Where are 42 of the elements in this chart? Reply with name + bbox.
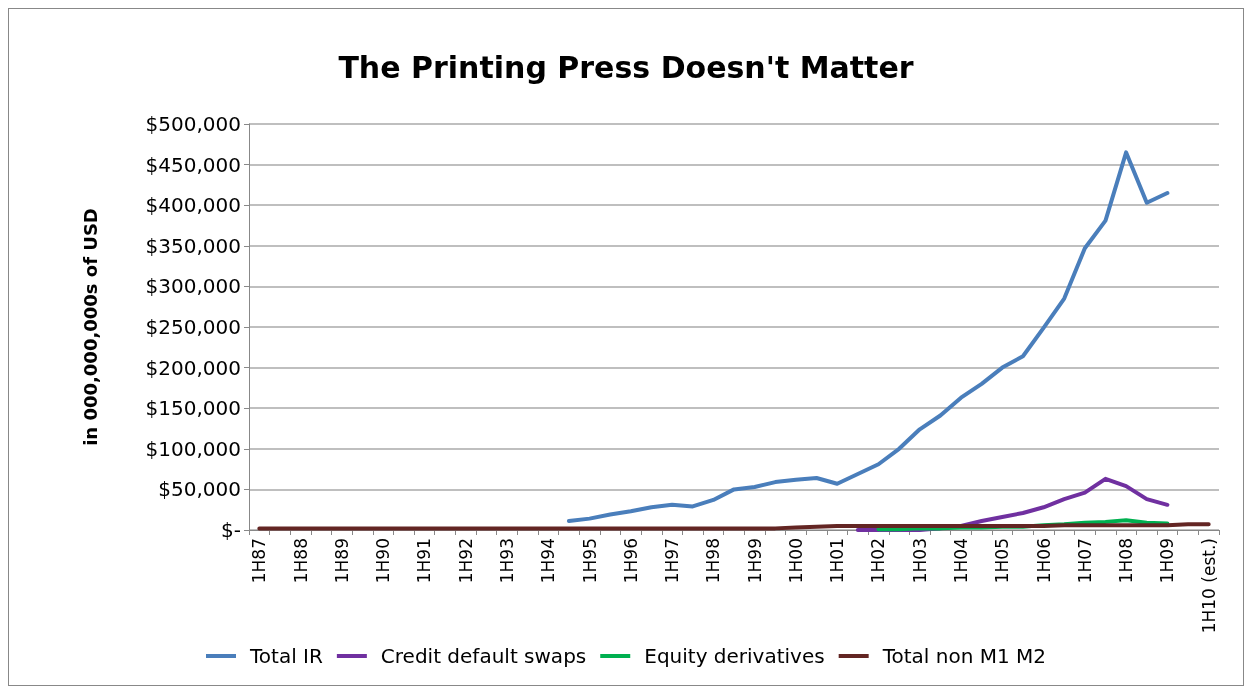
x-tick-label: 1H10 (est.) xyxy=(1198,538,1219,634)
y-tick-label: $- xyxy=(221,518,241,542)
legend-label: Total non M1 M2 xyxy=(881,644,1047,668)
x-tick-label: 1H90 xyxy=(373,538,394,584)
y-tick-label: $450,000 xyxy=(145,152,241,177)
x-tick-label: 1H04 xyxy=(951,538,972,584)
chart-title: The Printing Press Doesn't Matter xyxy=(338,49,914,85)
x-tick-label: 1H03 xyxy=(909,538,930,584)
x-tick-label: 1H91 xyxy=(414,538,435,584)
x-tick-label: 1H97 xyxy=(662,538,683,584)
x-tick-label: 1H06 xyxy=(1033,538,1054,584)
x-tick-label: 1H08 xyxy=(1116,538,1137,584)
y-tick-label: $400,000 xyxy=(145,193,241,218)
x-tick-label: 1H92 xyxy=(455,538,476,584)
y-tick-label: $150,000 xyxy=(145,396,241,421)
x-tick-label: 1H05 xyxy=(992,538,1013,584)
x-tick-label: 1H99 xyxy=(744,538,765,584)
x-tick-label: 1H95 xyxy=(579,538,600,584)
x-tick-label: 1H88 xyxy=(290,538,311,584)
line-series xyxy=(566,150,1170,524)
x-tick-label: 1H09 xyxy=(1157,538,1178,584)
y-tick-label: $200,000 xyxy=(145,355,241,380)
y-tick-label: $350,000 xyxy=(145,233,241,258)
y-axis-title: in 000,000,000s of USD xyxy=(79,208,101,446)
x-tick-label: 1H96 xyxy=(620,538,641,584)
legend-label: Total IR xyxy=(249,644,323,668)
legend-label: Equity derivatives xyxy=(644,644,825,668)
x-tick-label: 1H07 xyxy=(1074,538,1095,584)
legend-label: Credit default swaps xyxy=(380,644,587,668)
x-tick-label: 1H93 xyxy=(496,538,517,584)
y-tick-label: $100,000 xyxy=(145,436,241,461)
x-tick-label: 1H94 xyxy=(538,538,559,584)
x-tick-label: 1H87 xyxy=(249,538,270,584)
y-tick-label: $50,000 xyxy=(158,477,241,502)
y-tick-label: $300,000 xyxy=(145,274,241,299)
x-tick-label: 1H01 xyxy=(827,538,848,584)
x-tick-label: 1H89 xyxy=(331,538,352,584)
y-tick-label: $500,000 xyxy=(145,112,241,136)
y-tick-label: $250,000 xyxy=(145,315,241,339)
x-tick-label: 1H98 xyxy=(703,538,724,584)
x-tick-label: 1H02 xyxy=(868,538,889,584)
x-tick-label: 1H00 xyxy=(785,538,806,584)
